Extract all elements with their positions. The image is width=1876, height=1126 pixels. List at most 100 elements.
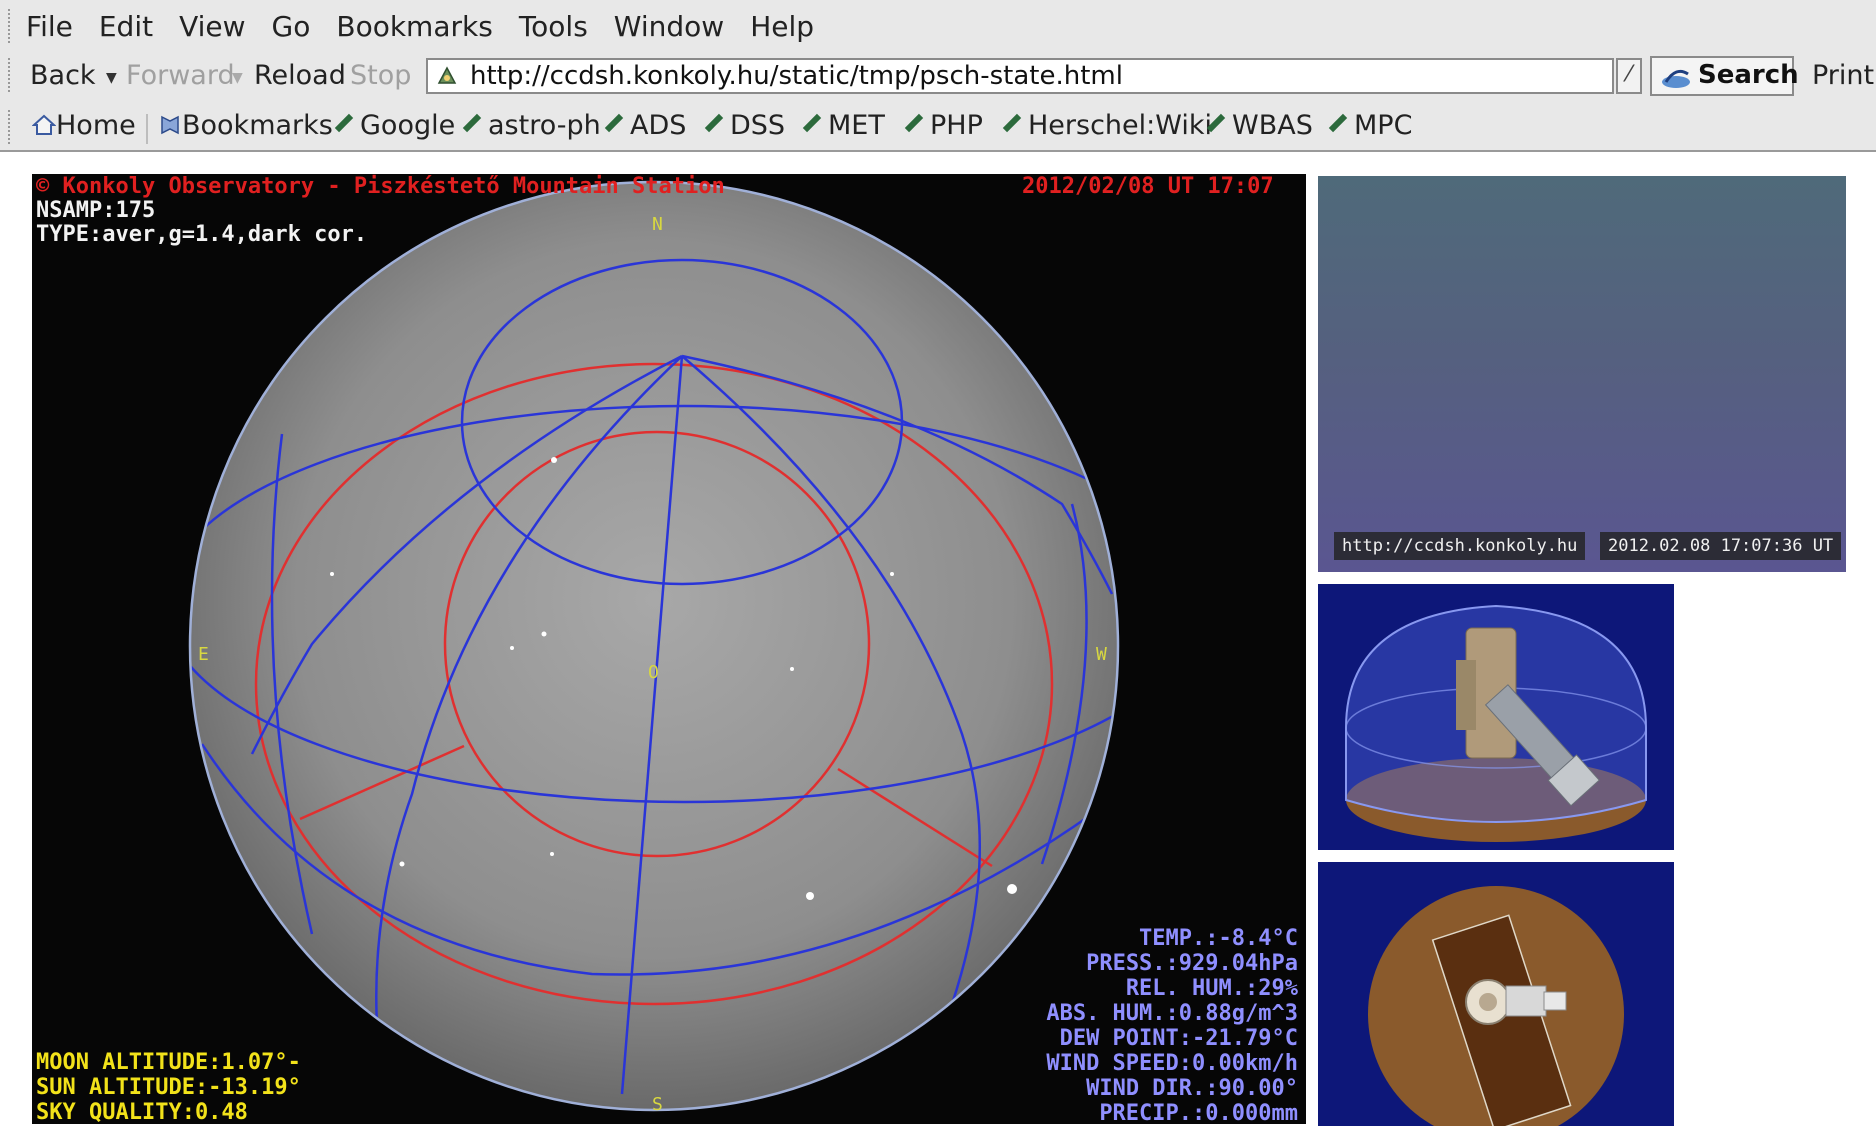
menu-view[interactable]: View <box>179 9 246 43</box>
pressure: PRESS.:929.04hPa <box>1086 951 1298 976</box>
bookmark-pen-icon <box>462 113 482 132</box>
allsky-graphic <box>188 180 1120 1112</box>
bookmark-pen-icon <box>1206 113 1226 132</box>
sky-quality: SKY QUALITY:0.48 <box>36 1100 248 1124</box>
bookmark-label: Herschel:Wiki <box>1028 110 1212 141</box>
star <box>510 646 514 650</box>
blue-hour-line <box>681 354 1114 595</box>
bookmark-bookmarks[interactable]: Bookmarks <box>158 110 333 141</box>
dew-point: DEW POINT:-21.79°C <box>1059 1026 1298 1051</box>
bookmark-label: Google <box>360 110 456 141</box>
home-icon <box>31 114 57 135</box>
webcam-image: http://ccdsh.konkoly.hu 2012.02.08 17:07… <box>1318 176 1846 572</box>
nsamp-label: NSAMP:175 <box>36 198 156 223</box>
menu-file[interactable]: File <box>26 9 73 43</box>
go-button[interactable]: ⁄ <box>1616 58 1642 94</box>
red-grid-line <box>837 767 993 868</box>
wind-speed: WIND SPEED:0.00km/h <box>1046 1051 1298 1076</box>
star <box>890 572 894 576</box>
bookmark-wbas[interactable]: WBAS <box>1206 110 1313 141</box>
bookmark-pen-icon <box>802 113 822 132</box>
menu-window[interactable]: Window <box>613 9 725 43</box>
sky-edge-circle <box>188 180 1120 1112</box>
sky-disk <box>190 182 1118 1110</box>
bookmark-label: PHP <box>930 110 983 141</box>
toolbar-grip[interactable] <box>8 9 16 43</box>
bookmark-label: WBAS <box>1232 110 1313 141</box>
search-button[interactable]: Search <box>1650 56 1799 96</box>
bookmark-label: ADS <box>630 110 687 141</box>
menu-tools[interactable]: Tools <box>518 9 588 43</box>
bookmark-pen-icon <box>904 113 924 132</box>
menu-edit[interactable]: Edit <box>98 9 154 43</box>
star <box>790 667 794 671</box>
bookmark-home[interactable]: Home <box>31 110 136 141</box>
star <box>551 457 557 463</box>
telescope-counterweight <box>1543 991 1567 1011</box>
star <box>330 572 334 576</box>
sun-altitude: SUN ALTITUDE:-13.19° <box>36 1075 301 1100</box>
menu-go[interactable]: Go <box>271 9 311 43</box>
star <box>399 861 405 867</box>
browser-chrome: File Edit View Go Bookmarks Tools Window… <box>0 0 1876 152</box>
navigation-toolbar: Back ▼ Forward ▼ Reload Stop http://ccds… <box>0 52 1876 102</box>
blue-hour-line <box>250 354 683 755</box>
back-button[interactable]: Back <box>30 60 96 91</box>
menu-help[interactable]: Help <box>750 9 815 43</box>
separator <box>146 114 148 144</box>
reload-button[interactable]: Reload <box>254 60 346 91</box>
search-label: Search <box>1698 60 1799 90</box>
bookmarks-icon <box>161 115 179 135</box>
telescope-arm <box>1505 985 1547 1017</box>
blue-grid-arc <box>200 743 1093 976</box>
dome-top-view <box>1318 862 1674 1126</box>
blue-hour-line <box>375 355 683 1080</box>
relative-humidity: REL. HUM.:29% <box>1125 976 1298 1001</box>
forward-dropdown-icon[interactable]: ▼ <box>232 70 243 86</box>
star <box>1007 884 1017 894</box>
sun-moon-readings: MOON ALTITUDE:1.07°- SUN ALTITUDE:-13.19… <box>36 1050 301 1124</box>
bookmark-php[interactable]: PHP <box>904 110 983 141</box>
bookmark-label: MPC <box>1354 110 1413 141</box>
telescope-tube <box>1484 684 1600 807</box>
blue-grid <box>190 258 1118 1095</box>
red-altitude-circle <box>443 430 871 858</box>
toolbar-grip[interactable] <box>8 58 16 92</box>
bookmark-label: Bookmarks <box>182 110 333 141</box>
stop-button[interactable]: Stop <box>350 60 412 91</box>
blue-hour-line <box>620 355 684 1095</box>
bookmark-herschel-wiki[interactable]: Herschel:Wiki <box>1002 110 1212 141</box>
print-button[interactable]: Print <box>1812 60 1875 91</box>
bookmark-astro-ph[interactable]: astro-ph <box>462 110 601 141</box>
red-grid <box>254 362 1054 1006</box>
bookmark-pen-icon <box>334 113 354 132</box>
observatory-header: © Konkoly Observatory - Piszkéstető Moun… <box>36 174 725 199</box>
wind-direction: WIND DIR.:90.00° <box>1086 1076 1298 1101</box>
bookmarks-toolbar: Home Bookmarks Google astro-ph ADS DSS M… <box>0 104 1876 150</box>
stars <box>330 457 1017 900</box>
blue-grid-arc <box>1040 503 1088 865</box>
bookmark-dss[interactable]: DSS <box>704 110 785 141</box>
red-grid-line <box>299 744 465 821</box>
top-view-graphic <box>1368 886 1624 1126</box>
menu-bookmarks[interactable]: Bookmarks <box>336 9 493 43</box>
bookmark-google[interactable]: Google <box>334 110 455 141</box>
absolute-humidity: ABS. HUM.:0.88g/m^3 <box>1046 1001 1298 1026</box>
precipitation: PRECIP.:0.000mm <box>1099 1101 1298 1124</box>
bookmark-met[interactable]: MET <box>802 110 885 141</box>
bookmark-ads[interactable]: ADS <box>604 110 686 141</box>
star <box>541 631 547 637</box>
type-label: TYPE:aver,g=1.4,dark cor. <box>36 222 368 247</box>
bookmark-pen-icon <box>1002 113 1022 132</box>
dome-graphic <box>1345 604 1647 842</box>
url-field[interactable]: http://ccdsh.konkoly.hu/static/tmp/psch-… <box>426 58 1614 94</box>
bookmark-label: astro-ph <box>488 110 601 141</box>
red-altitude-circle <box>254 362 1054 1006</box>
telescope-center <box>1479 993 1497 1011</box>
blue-hour-line <box>681 355 981 1005</box>
bookmark-mpc[interactable]: MPC <box>1328 110 1412 141</box>
dome-3d-view <box>1318 584 1674 850</box>
forward-button[interactable]: Forward <box>126 60 235 91</box>
back-dropdown-icon[interactable]: ▼ <box>106 70 117 86</box>
toolbar-grip[interactable] <box>8 110 16 144</box>
